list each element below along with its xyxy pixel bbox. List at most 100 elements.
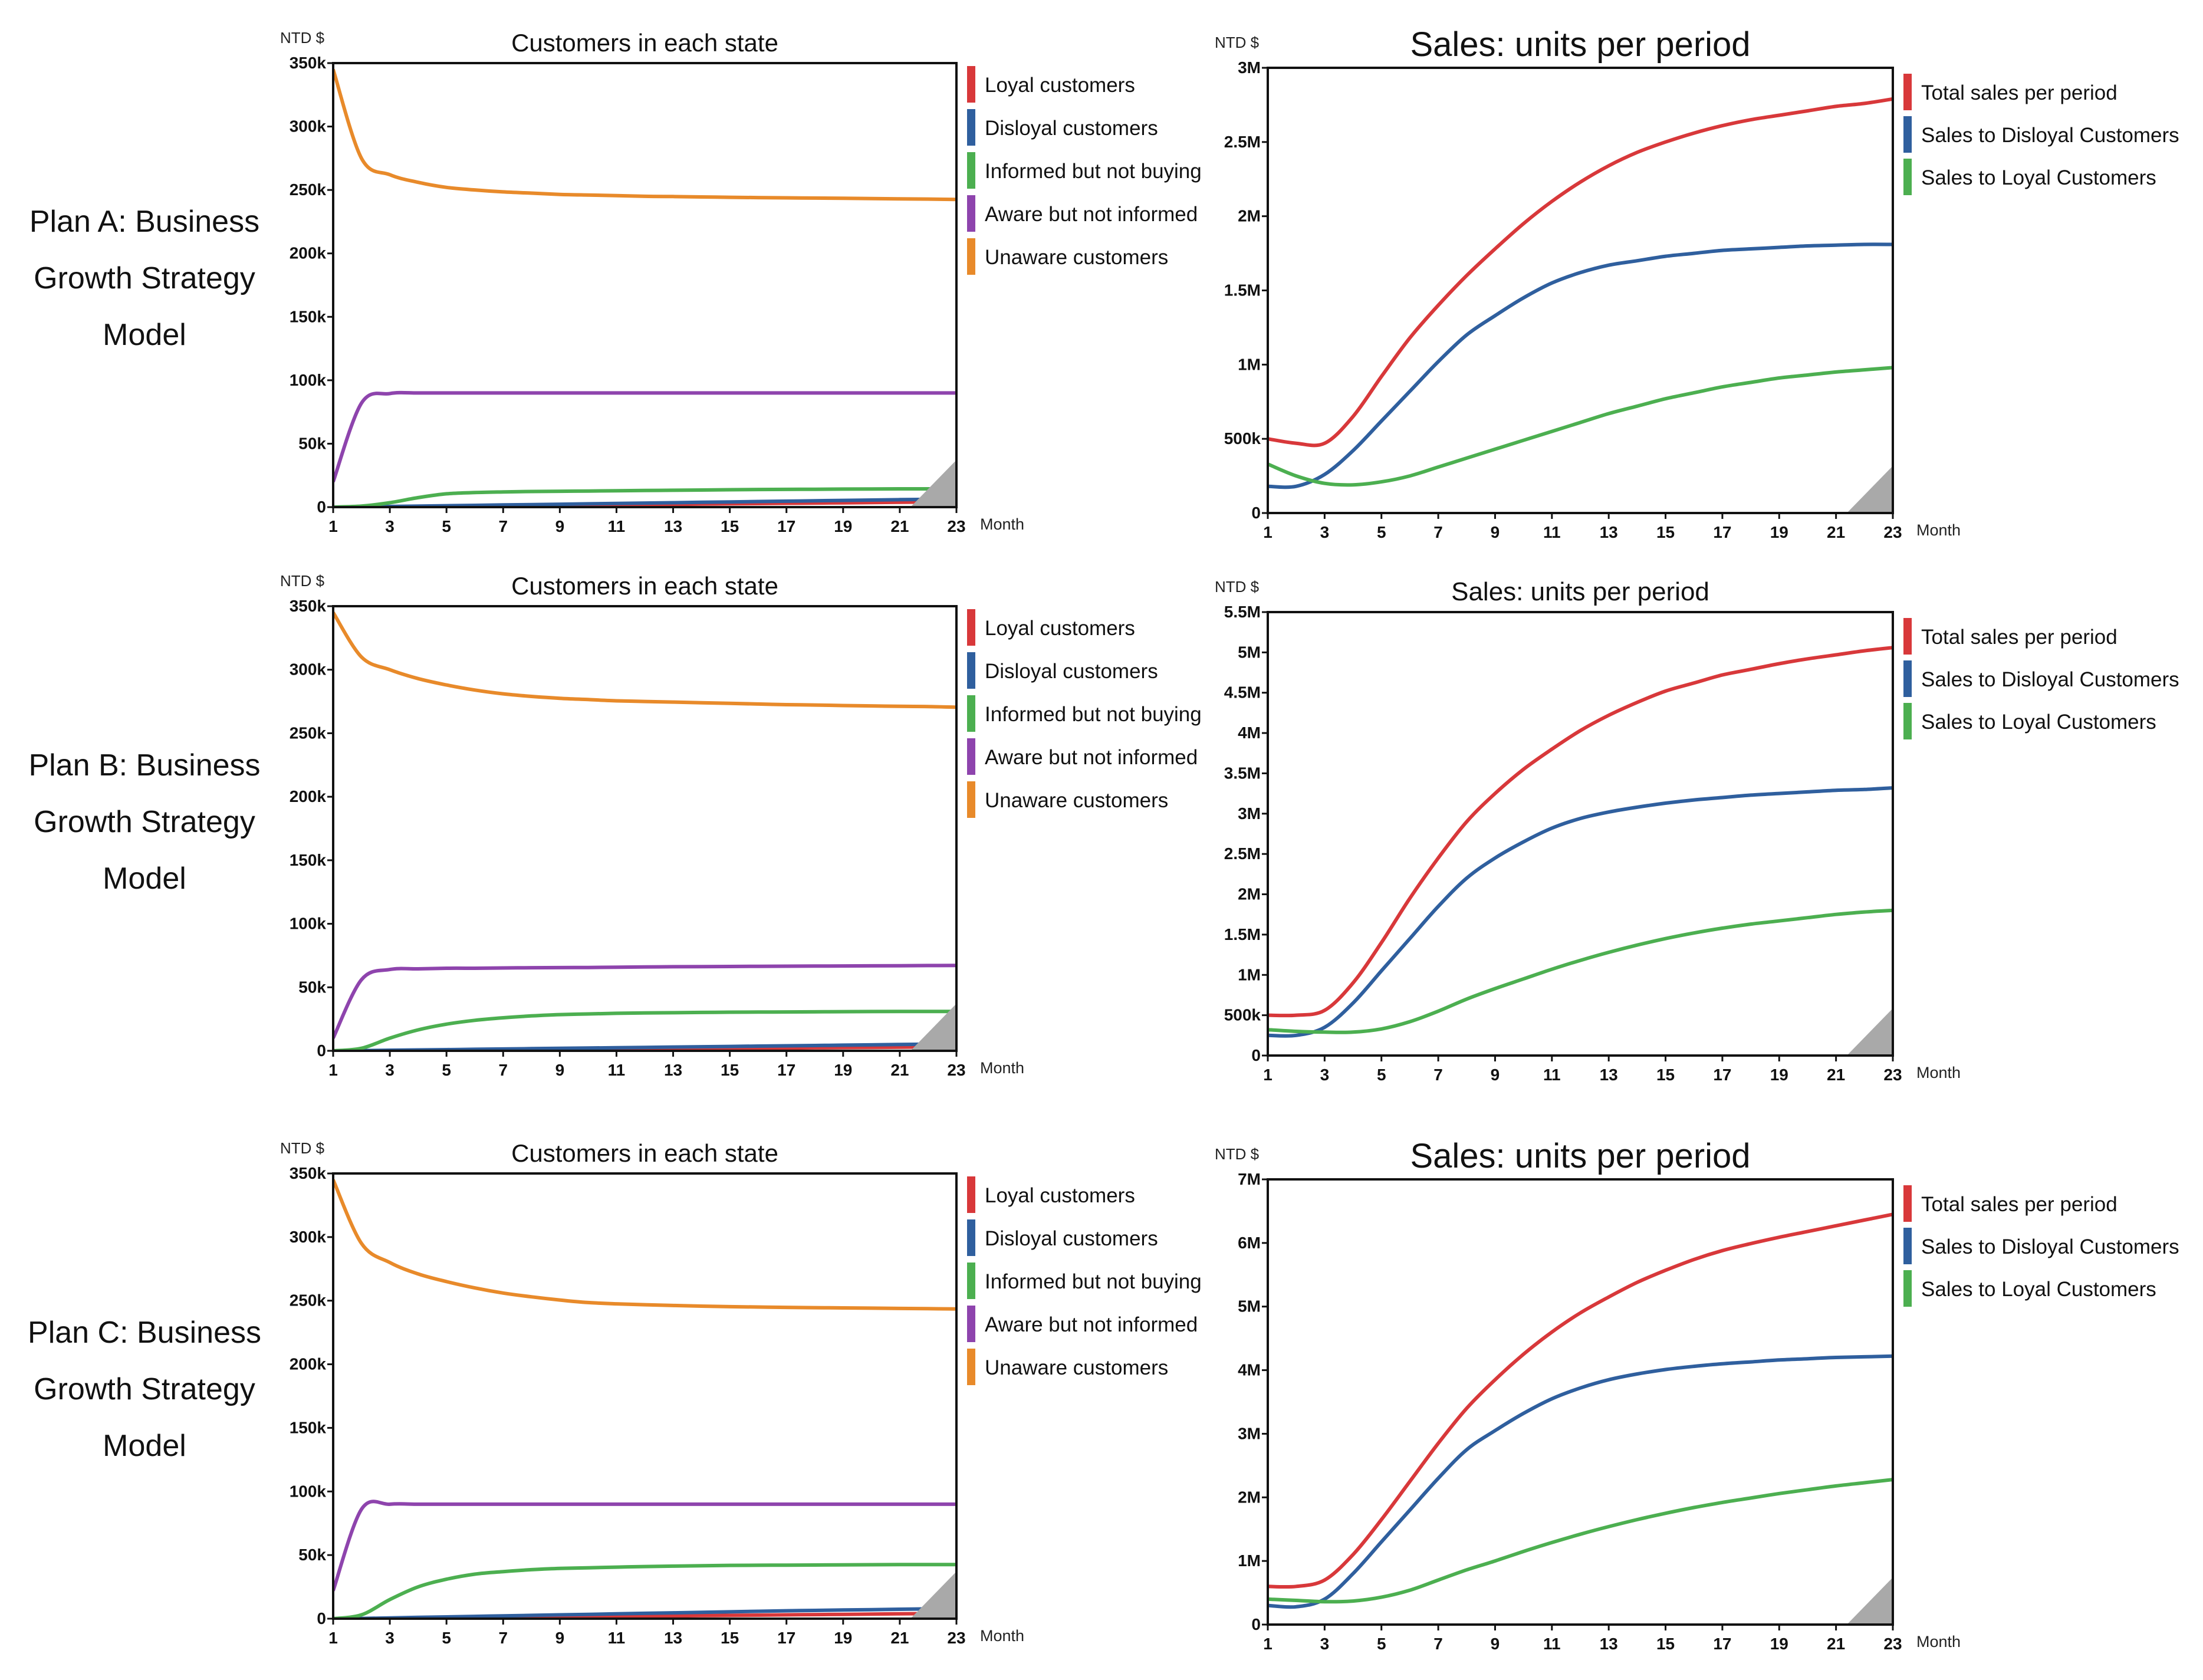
y-tick-label: 350k xyxy=(290,597,327,615)
resize-grip-icon[interactable] xyxy=(910,1571,956,1619)
legend-label: Sales to Loyal Customers xyxy=(1921,166,2156,189)
y-tick-label: 300k xyxy=(290,1228,327,1246)
legend-swatch xyxy=(1903,618,1912,655)
x-tick-label: 21 xyxy=(890,517,909,535)
x-tick-label: 19 xyxy=(834,1061,852,1079)
y-tick-label: 200k xyxy=(290,787,327,806)
x-tick-label: 13 xyxy=(1600,1635,1618,1653)
x-tick-label: 7 xyxy=(498,1061,508,1079)
x-axis-label: Month xyxy=(980,1627,1024,1645)
plot-frame xyxy=(1267,1178,1894,1626)
x-tick-label: 9 xyxy=(555,517,565,535)
legend-label: Aware but not informed xyxy=(985,203,1198,226)
x-tick-label: 23 xyxy=(1883,523,1902,541)
series-group xyxy=(1268,97,1893,489)
x-tick-label: 1 xyxy=(328,1061,338,1079)
y-tick-label: 5M xyxy=(1238,1297,1261,1316)
x-tick-label: 11 xyxy=(608,1061,626,1079)
legend-swatch xyxy=(967,1219,975,1256)
x-tick-label: 17 xyxy=(777,1061,795,1079)
x-tick-label: 21 xyxy=(1827,1635,1845,1653)
y-tick-label: 0 xyxy=(317,498,326,516)
legend-label: Aware but not informed xyxy=(985,1313,1198,1336)
x-tick-label: 23 xyxy=(947,1629,965,1647)
legend-label: Unaware customers xyxy=(985,1356,1168,1379)
resize-grip-icon[interactable] xyxy=(1847,466,1893,513)
x-tick-label: 7 xyxy=(1433,523,1443,541)
x-tick-label: 19 xyxy=(834,517,852,535)
x-tick-label: 9 xyxy=(555,1629,565,1647)
legend-swatch xyxy=(1903,1228,1912,1264)
legend-swatch xyxy=(967,195,975,232)
plan-b-label: Plan B: Business Growth Strategy Model xyxy=(6,737,283,907)
x-tick-label: 9 xyxy=(555,1061,565,1079)
x-tick-label: 3 xyxy=(385,517,394,535)
resize-grip-icon[interactable] xyxy=(1847,1008,1893,1056)
legend-label: Loyal customers xyxy=(985,74,1135,97)
y-tick-label: 3M xyxy=(1238,804,1261,823)
chart-title: Customers in each state xyxy=(511,572,778,600)
x-tick-label: 23 xyxy=(1883,1635,1902,1653)
series-group xyxy=(1268,646,1893,1038)
plan-a-line2: Growth Strategy xyxy=(34,261,255,295)
x-tick-label: 11 xyxy=(1543,523,1561,541)
chart-title: Sales: units per period xyxy=(1410,25,1750,64)
y-tick-label: 4M xyxy=(1238,1361,1261,1379)
x-tick-label: 11 xyxy=(1543,1635,1561,1653)
x-tick-label: 1 xyxy=(1263,523,1273,541)
legend-swatch xyxy=(1903,703,1912,739)
legend-swatch xyxy=(967,738,975,775)
legend-swatch xyxy=(967,1263,975,1299)
series-line-aware xyxy=(333,1500,956,1592)
x-tick-label: 13 xyxy=(1600,523,1618,541)
legend-label: Informed but not buying xyxy=(985,703,1202,726)
y-tick-label: 100k xyxy=(290,1482,327,1500)
y-tick-label: 3M xyxy=(1238,1424,1261,1442)
series-line-informed xyxy=(333,1010,956,1051)
legend-swatch xyxy=(1903,116,1912,153)
x-tick-label: 21 xyxy=(1827,1066,1845,1084)
legend-swatch xyxy=(967,238,975,275)
x-tick-label: 3 xyxy=(385,1629,394,1647)
legend-label: Loyal customers xyxy=(985,617,1135,640)
legend-label: Loyal customers xyxy=(985,1184,1135,1207)
x-tick-label: 19 xyxy=(1770,1066,1788,1084)
series-line-sales-disloyal xyxy=(1268,786,1893,1038)
x-tick-label: 3 xyxy=(385,1061,394,1079)
y-tick-label: 3M xyxy=(1238,58,1261,77)
resize-grip-icon[interactable] xyxy=(910,1004,956,1051)
y-tick-label: 0 xyxy=(317,1609,326,1628)
y-tick-label: 150k xyxy=(290,1418,327,1436)
resize-grip-icon[interactable] xyxy=(910,460,956,507)
plot-frame xyxy=(332,605,958,1052)
legend-label: Sales to Loyal Customers xyxy=(1921,1278,2156,1301)
x-axis-label: Month xyxy=(1916,521,1961,539)
legend-swatch xyxy=(967,1306,975,1342)
y-tick-label: 2M xyxy=(1238,1488,1261,1506)
x-tick-label: 15 xyxy=(721,517,739,535)
x-tick-label: 11 xyxy=(608,1629,626,1647)
y-tick-label: 100k xyxy=(290,915,327,933)
y-tick-label: 0 xyxy=(1251,504,1261,522)
x-axis-label: Month xyxy=(980,515,1024,533)
plan-a-line3: Model xyxy=(103,318,186,352)
x-tick-label: 21 xyxy=(1827,523,1845,541)
x-tick-label: 15 xyxy=(1656,1635,1675,1653)
series-line-unaware xyxy=(333,611,956,709)
plan-c-line1: Plan C: Business xyxy=(28,1316,261,1350)
legend-label: Informed but not buying xyxy=(985,160,1202,183)
plan-c-line2: Growth Strategy xyxy=(34,1372,255,1406)
y-tick-label: 150k xyxy=(290,851,327,869)
unit-label: NTD $ xyxy=(1215,578,1260,596)
x-tick-label: 9 xyxy=(1491,523,1500,541)
series-line-disloyal xyxy=(333,497,956,507)
y-tick-label: 6M xyxy=(1238,1234,1261,1252)
x-tick-label: 23 xyxy=(1883,1066,1902,1084)
legend-swatch xyxy=(967,152,975,189)
legend-label: Unaware customers xyxy=(985,246,1168,269)
resize-grip-icon[interactable] xyxy=(1847,1577,1893,1625)
legend-label: Disloyal customers xyxy=(985,117,1158,140)
